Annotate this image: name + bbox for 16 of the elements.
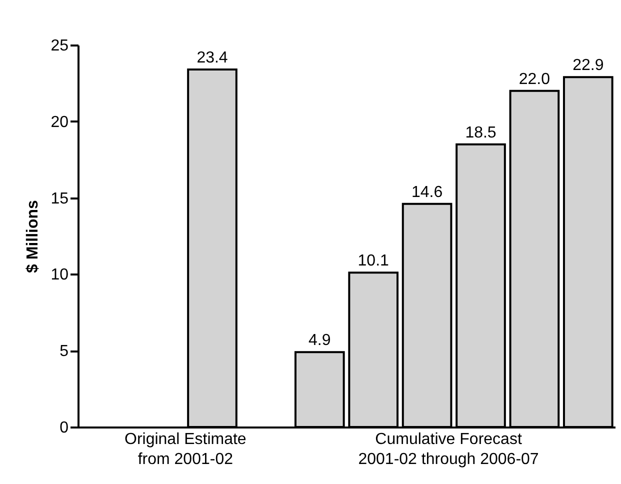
text: Cumulative Forecast 2001-02 through 2006-07 [358, 431, 539, 468]
data-label: 14.6 [411, 184, 443, 201]
text: Original Estimate from 2001-02 [124, 431, 246, 468]
data-label: 18.5 [465, 124, 496, 142]
data-label: 22.9 [572, 57, 604, 74]
data-label: 22.0 [518, 70, 550, 88]
y-tick-label: 5 [60, 343, 69, 360]
y-axis-title: $ Millions [24, 200, 42, 273]
data-label: 23.4 [196, 49, 228, 66]
y-tick-label: 0 [60, 420, 69, 436]
y-tick-label: 20 [50, 114, 69, 131]
data-label: 10.1 [358, 252, 390, 270]
y-tick-label: 25 [50, 38, 69, 54]
y-tick-label: 10 [50, 266, 69, 284]
data-label: 4.9 [308, 332, 331, 350]
y-tick-label: 15 [50, 190, 69, 208]
